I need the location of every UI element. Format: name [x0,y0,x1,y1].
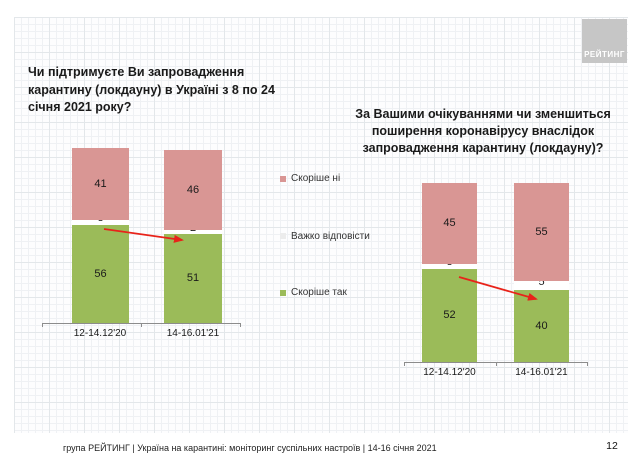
bar-segment [514,281,569,291]
bar-segment [164,230,222,234]
category-label: 12-14.12'20 [73,328,127,339]
rating-logo: РЕЙТИНГ [582,19,627,63]
value-label: 46 [186,184,200,196]
bar-segment [422,263,477,269]
value-label: 40 [535,320,548,333]
right-chart-title: За Вашими очікуваннями чи зменшиться пош… [355,107,611,155]
bar-segment [72,219,129,225]
axis-tick [42,323,43,327]
legend-swatch-pink [280,175,286,182]
legend-label: Скоріше так [291,287,347,298]
legend-label: Скоріше ні [291,173,341,184]
rating-logo-label: РЕЙТИНГ [584,50,625,59]
legend-item-yes: Скоріше так [280,286,347,299]
bar-segment [514,290,569,362]
left-chart-title: Чи підтримуєте Ви запровадження карантин… [28,65,275,114]
bar-segment [164,233,222,323]
legend-label: Важко відповісти [291,230,370,242]
bar-segment [72,148,129,220]
page-number: 12 [606,440,618,452]
axis-tick [141,323,142,327]
value-label: 41 [94,177,107,190]
footer-text: група РЕЙТИНГ | Україна на карантині: мо… [63,443,437,453]
axis-tick [240,323,241,327]
value-label: 56 [94,268,107,280]
category-label: 14-16.01'21 [166,328,220,339]
legend-item-hard-to-say: Важко відповісти [280,230,370,243]
value-label: 52 [443,309,456,322]
bar-segment [72,225,129,323]
value-label: 5 [538,275,545,288]
bar-segment [164,149,222,231]
category-label: 14-16.01'21 [515,367,568,378]
legend-item-no: Скоріше ні [280,172,340,185]
value-label: 55 [535,226,548,239]
axis-tick [587,362,588,366]
bar-segment [422,183,477,264]
axis-tick [495,362,497,366]
axis-tick [404,362,405,366]
category-label: 12-14.12'20 [423,367,476,378]
legend-swatch-green [280,289,286,296]
value-label: 51 [186,272,200,285]
legend-swatch-neutral [280,233,286,239]
value-label: 45 [443,217,456,230]
bar-segment [514,183,569,282]
